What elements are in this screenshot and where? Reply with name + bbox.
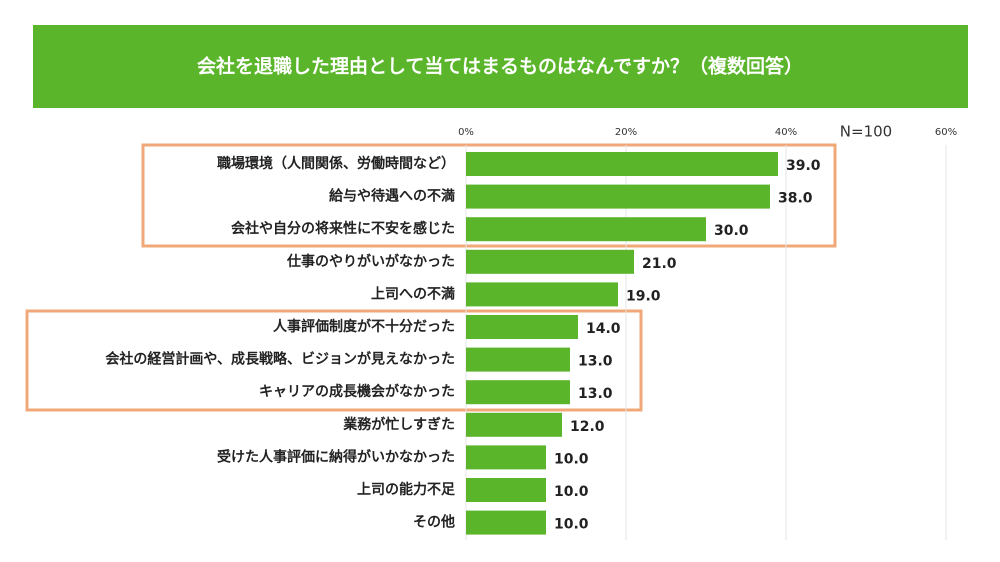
x-tick-label: 60% [935, 127, 957, 138]
x-tick-label: 40% [775, 127, 797, 138]
x-tick-label: 0% [458, 127, 474, 138]
y-tick-label: 上司への不満 [371, 285, 455, 302]
bar [466, 412, 562, 437]
y-tick-label: 仕事のやりがいがなかった [286, 253, 455, 270]
y-tick-label: 受けた人事評価に納得がいかなかった [217, 448, 455, 465]
value-label: 13.0 [578, 386, 613, 402]
value-label: 30.0 [714, 223, 749, 239]
bar [466, 478, 546, 502]
y-tick-label: 業務が忙しすぎた [342, 416, 455, 433]
bar [466, 380, 570, 405]
y-tick-label: 会社や自分の将来性に不安を感じた [231, 220, 455, 237]
highlight-box [25, 309, 643, 412]
y-tick-label: キャリアの成長機会がなかった [259, 383, 455, 400]
value-label: 14.0 [586, 321, 621, 337]
y-tick-label: 給与や待遇への不満 [329, 188, 455, 205]
highlight-box [141, 143, 837, 248]
x-tick-label: 20% [615, 127, 637, 138]
bar [466, 445, 546, 470]
bar [466, 249, 634, 274]
value-label: 39.0 [786, 158, 821, 174]
bar [466, 184, 770, 209]
bar [466, 347, 570, 372]
title-banner [33, 25, 968, 108]
bar [466, 152, 778, 176]
y-tick-label: 上司の能力不足 [357, 481, 456, 498]
bar [466, 282, 618, 307]
value-label: 38.0 [778, 191, 813, 207]
bar [466, 510, 546, 535]
sample-size: N=100 [840, 123, 892, 141]
value-label: 21.0 [642, 256, 677, 272]
value-label: 10.0 [554, 484, 589, 500]
y-tick-label: その他 [413, 514, 455, 531]
y-tick-label: 職場環境（人間関係、労働時間など） [217, 155, 455, 172]
value-label: 12.0 [570, 419, 605, 435]
y-tick-label: 会社の経営計画や、成長戦略、ビジョンが見えなかった [105, 351, 455, 368]
chart-title: 会社を退職した理由として当てはまるものはなんですか？（複数回答） [197, 55, 803, 78]
value-label: 19.0 [626, 288, 661, 304]
value-label: 10.0 [554, 517, 589, 533]
value-label: 10.0 [554, 451, 589, 467]
bar [466, 315, 578, 339]
value-label: 13.0 [578, 354, 613, 370]
y-tick-label: 人事評価制度が不十分だった [273, 318, 455, 335]
bar [466, 217, 706, 242]
